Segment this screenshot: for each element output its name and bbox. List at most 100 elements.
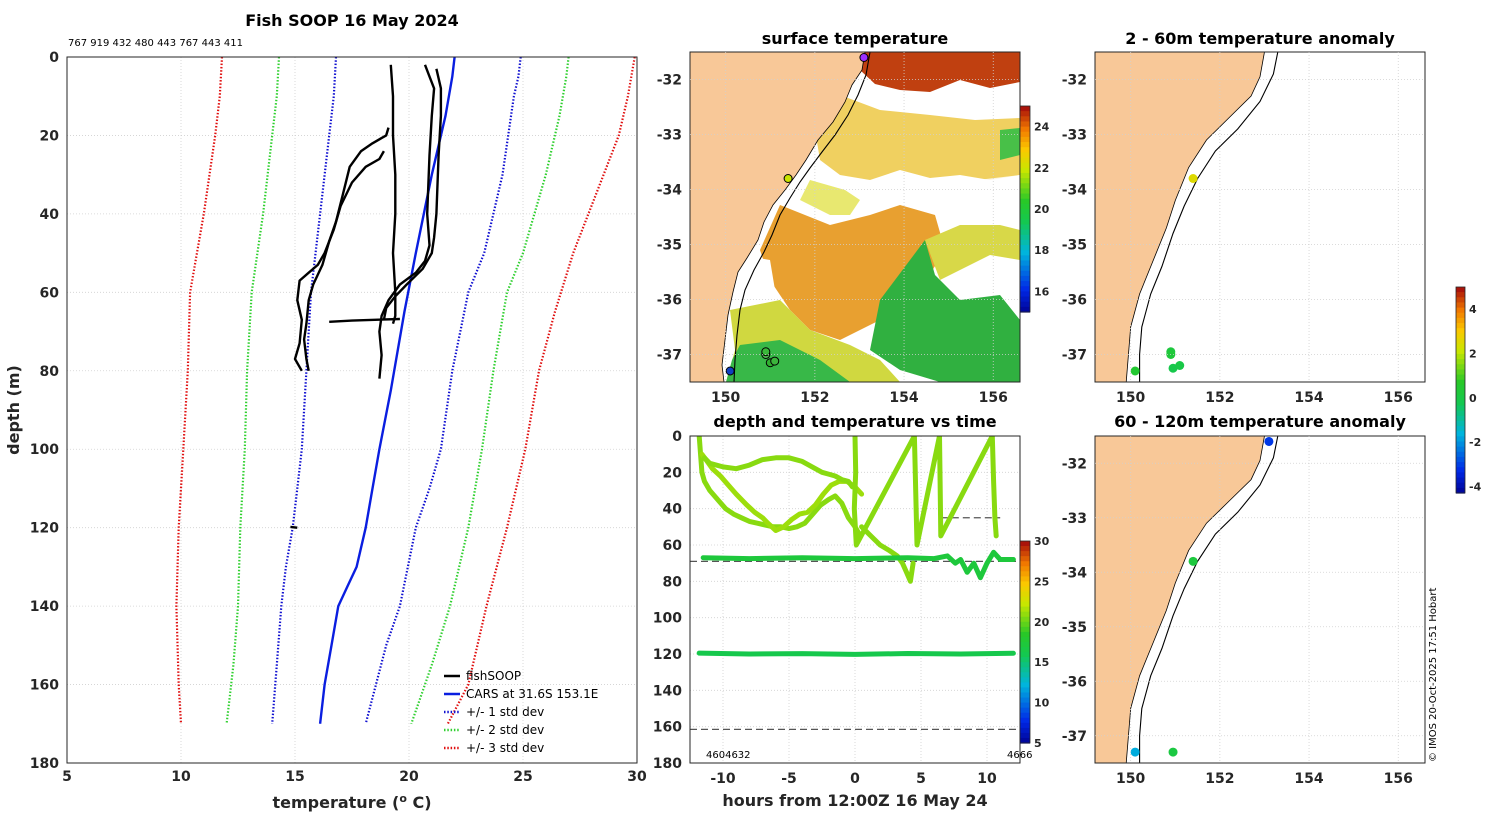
- anomaly-colorbar-cell: [1456, 487, 1465, 494]
- profile-series-line: [318, 57, 456, 724]
- profile-legend-label: fishSOOP: [466, 669, 521, 683]
- anomaly-colorbar-cell: [1456, 348, 1465, 355]
- sst-colorbar-cell: [1020, 260, 1030, 267]
- anomaly-point: [1175, 361, 1185, 370]
- sst-colorbar-cell: [1020, 167, 1030, 174]
- map-ytick-label: -33: [1062, 128, 1087, 144]
- sst-colorbar-cell: [1020, 234, 1030, 241]
- time-colorbar-cell: [1020, 652, 1030, 658]
- profile-series-line: [410, 57, 570, 725]
- profile-ylabel: depth (m): [4, 365, 23, 455]
- sst-colorbar-cell: [1020, 178, 1030, 184]
- sst-field-green-north: [1000, 128, 1020, 160]
- anom-deep-title: 60 - 120m temperature anomaly: [1114, 412, 1406, 431]
- time-colorbar-cell: [1020, 621, 1030, 628]
- profile-ytick-label: 20: [40, 128, 60, 144]
- profile-title: Fish SOOP 16 May 2024: [245, 11, 459, 30]
- profile-series: [175, 57, 636, 725]
- anomaly-colorbar-tick: 0: [1469, 392, 1477, 405]
- anomaly-colorbar-cell: [1456, 456, 1465, 463]
- time-colorbar-cell: [1020, 631, 1030, 638]
- anomaly-colorbar-cell: [1456, 390, 1465, 396]
- time-ytick-label: 140: [653, 683, 682, 699]
- sst-colorbar-cell: [1020, 106, 1030, 112]
- sst-colorbar-cell: [1020, 245, 1030, 251]
- anomaly-colorbar-cell: [1456, 323, 1465, 329]
- time-series-track: [859, 524, 916, 584]
- anomaly-colorbar-cell: [1456, 420, 1465, 427]
- sst-colorbar-cell: [1020, 209, 1030, 215]
- time-xtick-label: 10: [977, 771, 997, 787]
- sst-field-cloud: [935, 175, 1020, 220]
- time-colorbar-cell: [1020, 576, 1030, 582]
- anomaly-colorbar-cell: [1456, 451, 1465, 458]
- map-xtick-label: 152: [1205, 771, 1234, 787]
- time-colorbar-cell: [1020, 737, 1030, 744]
- anomaly-point: [1168, 747, 1178, 757]
- profile-xlabel: temperature (o C): [272, 792, 431, 812]
- time-colorbar-cell: [1020, 546, 1030, 552]
- time-colorbar-cell: [1020, 697, 1030, 704]
- profile-series-line: [302, 127, 390, 372]
- time-colorbar-cell: [1020, 551, 1030, 557]
- sst-colorbar-tick: 24: [1034, 121, 1050, 134]
- sst-colorbar-cell: [1020, 183, 1030, 189]
- sst-field-yellow-band: [925, 225, 1020, 280]
- sst-ticks: 150 152 154 156 -32 -33 -34 -35 -36 -37: [657, 52, 1020, 406]
- credit-text: © IMOS 20-Oct-2025 17:51 Hobart: [1428, 587, 1439, 762]
- time-ytick-label: 40: [663, 502, 683, 518]
- time-colorbar-cell: [1020, 662, 1030, 668]
- map-ytick-label: -32: [657, 73, 682, 89]
- map-ytick-label: -36: [1062, 293, 1087, 309]
- map-xtick-label: 150: [1116, 390, 1145, 406]
- sst-station-marker: [783, 174, 793, 183]
- sst-colorbar-cell: [1020, 203, 1030, 210]
- anomaly-colorbar-cell: [1456, 395, 1465, 401]
- anomaly-point: [1188, 174, 1198, 183]
- anomaly-colorbar-cell: [1456, 415, 1465, 422]
- time-colorbar-cell: [1020, 626, 1030, 633]
- anomaly-colorbar-cell: [1456, 312, 1465, 319]
- time-series: [690, 436, 1020, 730]
- sst-colorbar-cell: [1020, 270, 1030, 277]
- sst-field-inshore-white: [738, 255, 775, 300]
- profile-ytick-label: 80: [40, 364, 60, 380]
- profile-legend-label: CARS at 31.6S 153.1E: [466, 687, 598, 701]
- profile-ytick-label: 160: [30, 678, 59, 694]
- anomaly-colorbar-cell: [1456, 379, 1465, 386]
- sst-colorbar-cell: [1020, 239, 1030, 246]
- anomaly-shelf-contour: [1139, 436, 1279, 763]
- map-ytick-label: -34: [1062, 565, 1088, 581]
- profile-panel: Fish SOOP 16 May 2024 767 919 432 480 44…: [4, 11, 647, 812]
- time-colorbar-tick: 20: [1034, 616, 1050, 629]
- anomaly-colorbar-cell: [1456, 446, 1465, 453]
- anom-deep-axes-box: [1094, 435, 1426, 764]
- anomaly-shelf-contour: [1139, 52, 1279, 382]
- anomaly-colorbar-cell: [1456, 359, 1465, 365]
- sst-colorbar-cell: [1020, 116, 1030, 123]
- anomaly-colorbar-cell: [1456, 384, 1465, 391]
- map-xtick-label: 154: [1294, 390, 1323, 406]
- time-colorbar-cell: [1020, 591, 1030, 598]
- anomaly-colorbar-cell: [1456, 307, 1465, 314]
- sst-colorbar-cell: [1020, 250, 1030, 256]
- sst-colorbar-cell: [1020, 172, 1030, 179]
- map-xtick-label: 154: [1294, 771, 1323, 787]
- sst-station-marker: [859, 53, 869, 62]
- anomaly-colorbar-cell: [1456, 287, 1465, 293]
- time-series-track: [696, 650, 1016, 657]
- anomaly-colorbar-cell: [1456, 333, 1465, 340]
- profile-xtick-label: 5: [62, 769, 72, 785]
- sst-colorbar-cell: [1020, 229, 1030, 236]
- profile-ytick-label: 180: [30, 756, 59, 772]
- time-colorbar-cell: [1020, 727, 1030, 734]
- sst-colorbar-frame: [1019, 105, 1031, 313]
- anomaly-colorbar-tick: -4: [1469, 480, 1482, 493]
- time-colorbar-tick: 10: [1034, 697, 1050, 710]
- sst-colorbar-cell: [1020, 126, 1030, 133]
- sst-colorbar-cell: [1020, 255, 1030, 262]
- map-ytick-label: -34: [1062, 183, 1088, 199]
- time-colorbar-cell: [1020, 596, 1030, 603]
- sst-field-southwest-cool: [726, 340, 850, 382]
